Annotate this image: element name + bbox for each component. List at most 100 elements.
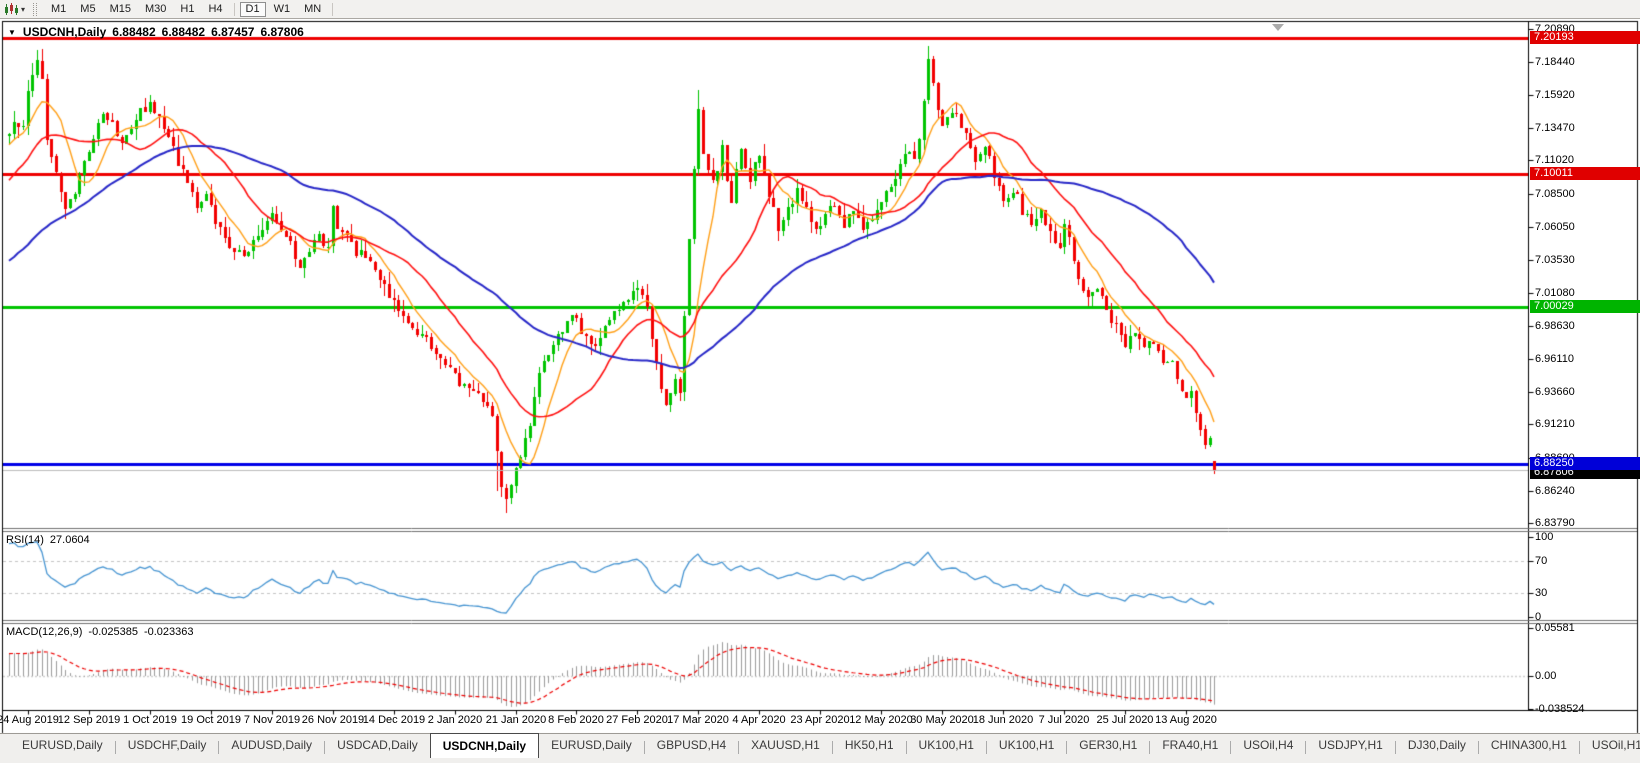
rsi-axis-label: 100: [1535, 531, 1554, 543]
date-axis-label: 18 Jun 2020: [972, 714, 1034, 726]
tab-separator: [324, 741, 326, 754]
date-axis-label: 24 Aug 2019: [0, 714, 59, 726]
timeframe-button-mn[interactable]: MN: [304, 2, 322, 15]
tab-eurusd-daily[interactable]: EURUSD,Daily: [551, 738, 632, 752]
level-price-badge: 6.88250: [1530, 457, 1640, 470]
timeframe-button-h1[interactable]: H1: [180, 2, 195, 15]
tab-usdjpy-h1[interactable]: USDJPY,H1: [1318, 738, 1383, 752]
tab-xauusd-h1[interactable]: XAUUSD,H1: [751, 738, 820, 752]
timeframe-button-m1[interactable]: M1: [51, 2, 67, 15]
tab-hk50-h1[interactable]: HK50,H1: [844, 738, 894, 752]
tab-eurusd-daily[interactable]: EURUSD,Daily: [22, 738, 103, 752]
tab-separator: [1578, 741, 1580, 754]
date-axis-label: 17 Mar 2020: [667, 714, 729, 726]
date-axis-label: 8 Feb 2020: [548, 714, 604, 726]
ohlc-open: 6.88482: [112, 25, 156, 39]
tab-bar: EURUSD,Daily USDCHF,Daily AUDUSD,Daily USDC…: [0, 733, 1640, 763]
tab-usdcad-daily[interactable]: USDCAD,Daily: [337, 738, 418, 752]
date-axis-label: 1 Oct 2019: [123, 714, 177, 726]
rsi-name: RSI(14): [6, 534, 44, 546]
price-axis-label: 7.03530: [1535, 254, 1575, 266]
date-axis-label: 21 Jan 2020: [485, 714, 547, 726]
date-axis-label: 19 Oct 2019: [181, 714, 241, 726]
tab-gbpusd-h4[interactable]: GBPUSD,H4: [656, 738, 727, 752]
chart-shift-marker-icon[interactable]: [1272, 24, 1284, 31]
price-axis-label: 6.83790: [1535, 517, 1575, 529]
date-axis-label: 13 Aug 2020: [1155, 714, 1217, 726]
timeframe-group: M1 M5 M15 M30 H1 H4 D1 W1 MN: [44, 0, 337, 18]
chart-tool-icon[interactable]: [4, 2, 19, 16]
tab-usdchf-daily[interactable]: USDCHF,Daily: [127, 738, 207, 752]
timeframe-button-m5[interactable]: M5: [80, 2, 96, 15]
date-axis-label: 23 Apr 2020: [790, 714, 850, 726]
tab-usoil-h4[interactable]: USOil,H4: [1243, 738, 1294, 752]
rsi-value: 27.0604: [49, 534, 90, 546]
tab-uk100-h1[interactable]: UK100,H1: [918, 738, 974, 752]
tab-separator: [1394, 741, 1396, 754]
macd-name: MACD(12,26,9): [6, 626, 83, 638]
tab-separator: [905, 741, 907, 754]
tab-separator: [114, 741, 116, 754]
tab-audusd-daily[interactable]: AUDUSD,Daily: [231, 738, 313, 752]
chart-title: ▼ USDCNH,Daily 6.88482 6.88482 6.87457 6…: [8, 25, 304, 39]
date-axis-label: 12 Sep 2019: [57, 714, 121, 726]
timeframe-button-w1[interactable]: W1: [273, 2, 291, 15]
tab-separator: [1149, 741, 1151, 754]
ohlc-low: 6.87457: [211, 25, 255, 39]
chart-collapse-icon[interactable]: ▼: [8, 27, 16, 37]
price-axis-label: 7.18440: [1535, 56, 1575, 68]
macd-label: MACD(12,26,9) -0.025385 -0.023363: [6, 626, 194, 638]
toolbar: ▾ M1 M5 M15 M30 H1 H4 D1 W1 MN: [0, 0, 1640, 19]
tab-dj30-daily[interactable]: DJ30,Daily: [1407, 738, 1466, 752]
chart-symbol-label: USDCNH,Daily: [22, 25, 107, 39]
tab-separator: [218, 741, 220, 754]
timeframe-button-m30[interactable]: M30: [144, 2, 167, 15]
tab-ger30-h1[interactable]: GER30,H1: [1079, 738, 1138, 752]
level-price-badge: 7.00029: [1530, 300, 1640, 313]
tab-separator: [643, 741, 645, 754]
tab-separator: [1230, 741, 1232, 754]
tab-separator: [738, 741, 740, 754]
tab-separator: [1305, 741, 1307, 754]
dropdown-caret-icon[interactable]: ▾: [21, 4, 26, 14]
rsi-axis-label: 0: [1535, 611, 1542, 623]
level-price-badge: 7.20193: [1530, 31, 1640, 44]
date-axis-label: 27 Feb 2020: [606, 714, 668, 726]
tab-china300-h1[interactable]: CHINA300,H1: [1490, 738, 1567, 752]
macd-axis-label: 0.05581: [1535, 622, 1575, 634]
date-axis-label: 12 May 2020: [849, 714, 913, 726]
tab-fra40-h1[interactable]: FRA40,H1: [1162, 738, 1219, 752]
toolbar-separator: [233, 2, 235, 16]
tab-usoil-h1[interactable]: USOil,H1: [1591, 738, 1640, 752]
tab-separator: [1477, 741, 1479, 754]
date-axis-label: 7 Jul 2020: [1038, 714, 1090, 726]
timeframe-button-m15[interactable]: M15: [109, 2, 131, 15]
price-axis-label: 6.93660: [1535, 386, 1575, 398]
price-axis-label: 7.01080: [1535, 287, 1575, 299]
timeframe-button-d1[interactable]: D1: [239, 1, 266, 17]
price-axis-label: 7.08500: [1535, 188, 1575, 200]
macd-main-value: -0.025385: [88, 626, 138, 638]
tab-separator: [985, 741, 987, 754]
level-price-badge: 7.10011: [1530, 167, 1640, 180]
price-axis-label: 7.13470: [1535, 122, 1575, 134]
tab-uk100-h1[interactable]: UK100,H1: [998, 738, 1055, 752]
tab-usdcnh-daily[interactable]: USDCNH,Daily: [429, 733, 540, 758]
price-axis-label: 6.98630: [1535, 320, 1575, 332]
rsi-label: RSI(14) 27.0604: [6, 534, 90, 546]
price-axis-label: 7.11020: [1535, 154, 1574, 166]
rsi-axis-label: 30: [1535, 587, 1548, 599]
price-axis-label: 7.06050: [1535, 221, 1575, 233]
date-axis-label: 14 Dec 2019: [362, 714, 426, 726]
macd-signal-value: -0.023363: [143, 626, 194, 638]
date-axis-label: 4 Apr 2020: [732, 714, 786, 726]
date-axis-label: 26 Nov 2019: [301, 714, 365, 726]
price-axis-label: 7.15920: [1535, 89, 1575, 101]
date-axis-label: 2 Jan 2020: [427, 714, 483, 726]
tab-separator: [831, 741, 833, 754]
date-axis-label: 30 May 2020: [910, 714, 974, 726]
price-axis-label: 6.96110: [1535, 353, 1574, 365]
timeframe-button-h4[interactable]: H4: [208, 2, 223, 15]
toolbar-grip[interactable]: [33, 2, 38, 16]
